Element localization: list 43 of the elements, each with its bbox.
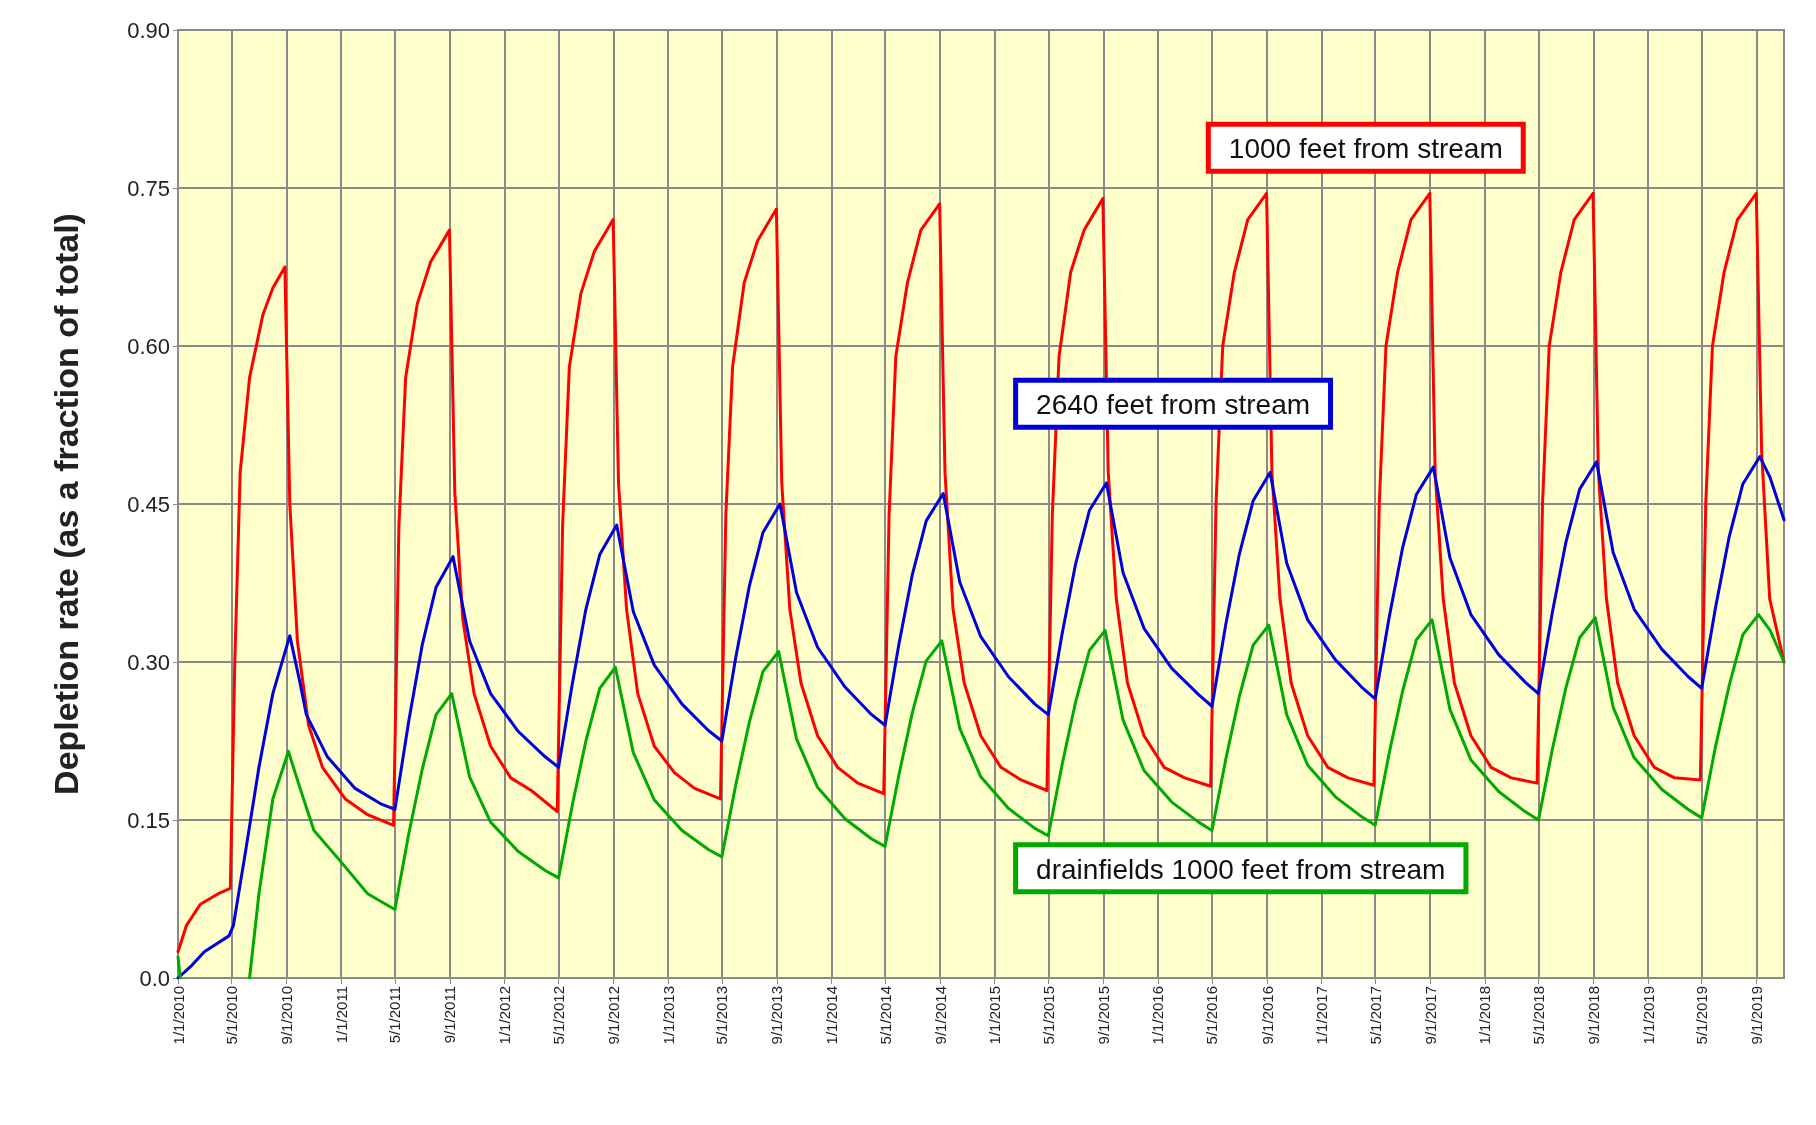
x-tick-label: 9/1/2016 <box>1258 986 1276 1045</box>
x-tick-label: 9/1/2010 <box>278 986 296 1045</box>
series-label: 1000 feet from stream <box>1228 133 1503 165</box>
x-tick-label: 5/1/2010 <box>223 986 241 1045</box>
y-axis-title: Depletion rate (as a fraction of total) <box>47 213 85 795</box>
x-tick-label: 9/1/2015 <box>1094 986 1112 1045</box>
x-tick-label: 1/1/2019 <box>1639 986 1657 1045</box>
x-tick-label: 5/1/2018 <box>1529 986 1547 1045</box>
series-label: drainfields 1000 feet from stream <box>1036 853 1446 885</box>
line-series <box>176 191 1786 954</box>
x-tick-label: 9/1/2014 <box>931 986 949 1045</box>
x-tick-label: 5/1/2011 <box>386 986 404 1044</box>
x-tick-label: 1/1/2010 <box>169 986 187 1045</box>
x-tick-label: 9/1/2011 <box>441 986 459 1044</box>
y-tick-label: 0.45 <box>127 491 170 517</box>
x-tick-label: 5/1/2015 <box>1039 986 1057 1045</box>
x-tick-label: 9/1/2013 <box>768 986 786 1045</box>
x-tick-label: 1/1/2017 <box>1313 986 1331 1045</box>
line-series <box>176 455 1786 980</box>
x-tick-label: 9/1/2018 <box>1584 986 1602 1045</box>
y-tick-label: 0.60 <box>127 333 170 359</box>
x-tick-label: 5/1/2019 <box>1693 986 1711 1045</box>
y-tick-label: 0.90 <box>127 17 170 43</box>
x-tick-label: 5/1/2014 <box>876 986 894 1045</box>
x-tick-label: 9/1/2019 <box>1748 986 1766 1045</box>
x-tick-label: 5/1/2013 <box>713 986 731 1045</box>
x-tick-label: 1/1/2014 <box>822 986 840 1045</box>
text: 2640 feet from stream <box>1036 389 1311 421</box>
x-tick-label: 1/1/2015 <box>986 986 1004 1045</box>
y-tick-label: 0.75 <box>127 175 170 201</box>
x-tick-label: 5/1/2017 <box>1366 986 1384 1045</box>
x-tick-label: 1/1/2016 <box>1149 986 1167 1045</box>
x-tick-label: 5/1/2012 <box>550 986 568 1045</box>
y-tick-label: 0.0 <box>139 965 170 991</box>
x-tick-label: 9/1/2017 <box>1421 986 1439 1045</box>
x-tick-label: 1/1/2012 <box>495 986 513 1045</box>
x-tick-label: 1/1/2013 <box>659 986 677 1045</box>
x-tick-label: 5/1/2016 <box>1203 986 1221 1045</box>
x-tick-label: 9/1/2012 <box>605 986 623 1045</box>
y-tick-label: 0.30 <box>127 649 170 675</box>
x-tick-label: 1/1/2011 <box>332 986 350 1044</box>
x-tick-label: 1/1/2018 <box>1476 986 1494 1045</box>
y-tick-label: 0.15 <box>127 807 170 833</box>
